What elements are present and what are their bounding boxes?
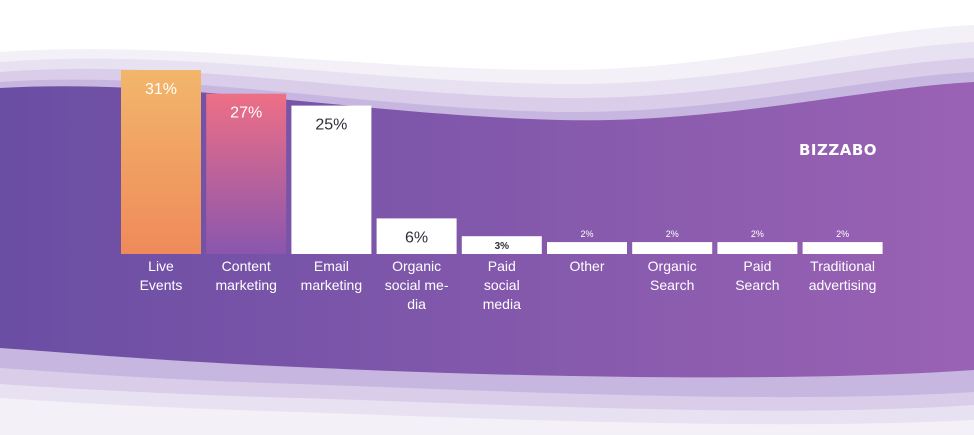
category-label-email-marketing: Email marketing — [301, 258, 362, 293]
bar-paid-social-media — [461, 236, 542, 254]
category-label-paid-search: Paid Search — [735, 258, 779, 293]
value-label-content-marketing: 27% — [230, 105, 262, 122]
category-label-organic-search: Organic Search — [648, 258, 697, 293]
bar-content-marketing — [206, 93, 287, 254]
category-label-paid-social-media: Paid social media — [483, 258, 521, 312]
category-labels-group: Live Events Content marketing Email marketing… — [140, 258, 877, 312]
bar-organic-social-me-dia — [376, 218, 457, 254]
category-label-content-marketing: Content marketing — [215, 258, 276, 293]
bar-other — [547, 242, 627, 254]
value-label-live-events: 31% — [145, 81, 177, 98]
value-label-organic-social-me-dia: 6% — [405, 229, 428, 246]
bar-paid-search — [717, 242, 798, 254]
value-label-email-marketing: 25% — [315, 117, 347, 134]
bar-email-marketing — [291, 105, 372, 254]
bars-group — [121, 70, 883, 254]
bizzabo-logo: BIZZABO — [799, 141, 877, 159]
bar-traditional-advertising — [802, 242, 883, 254]
category-label-live-events: Live Events — [140, 258, 183, 293]
value-label-other: 2% — [580, 229, 593, 239]
value-label-paid-social-media: 3% — [495, 241, 510, 252]
value-label-traditional-advertising: 2% — [836, 229, 849, 239]
bar-organic-search — [632, 242, 713, 254]
category-label-organic-social-me-dia: Organic social me-dia — [385, 258, 449, 312]
bar-live-events — [121, 70, 201, 254]
category-label-traditional-advertising: Traditional advertising — [809, 258, 877, 293]
category-label-other: Other — [569, 258, 604, 274]
value-labels-group: 31% 27% 25% 6% 3% 2% 2% 2% 2% — [145, 81, 849, 252]
value-label-organic-search: 2% — [666, 229, 679, 239]
value-label-paid-search: 2% — [751, 229, 764, 239]
